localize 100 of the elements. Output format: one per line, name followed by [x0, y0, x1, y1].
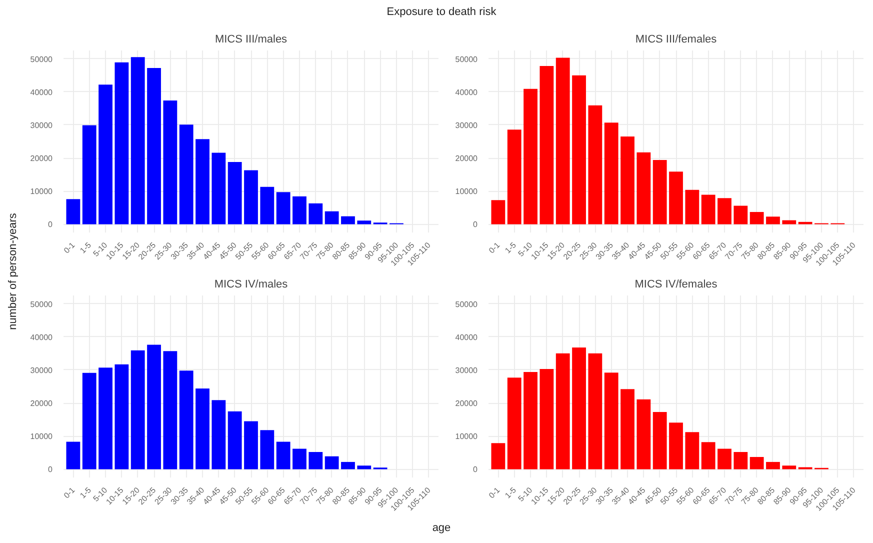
- bar: [734, 206, 748, 224]
- bar: [636, 399, 651, 470]
- bar: [244, 421, 258, 470]
- bar: [130, 350, 145, 470]
- bar: [66, 199, 80, 224]
- bar: [620, 136, 634, 224]
- bar: [491, 200, 506, 224]
- bar: [163, 351, 178, 470]
- bar: [308, 452, 323, 470]
- bar: [572, 347, 586, 470]
- bar: [114, 364, 129, 470]
- x-tick-label: 0-1: [62, 485, 78, 500]
- bar: [507, 378, 522, 470]
- y-tick-label: 30000: [455, 120, 478, 130]
- bar: [620, 389, 634, 470]
- y-tick-label: 50000: [30, 300, 54, 309]
- bar: [82, 125, 96, 224]
- bar: [652, 412, 667, 470]
- text: age: [432, 521, 451, 536]
- bar: [179, 124, 194, 224]
- y-tick-label: 50000: [30, 54, 54, 64]
- y-tick-label: 10000: [455, 432, 478, 442]
- bar: [701, 442, 716, 470]
- bar: [588, 353, 602, 470]
- bar: [604, 122, 618, 224]
- bar: [292, 196, 306, 224]
- bar: [228, 411, 242, 470]
- bar: [212, 152, 226, 224]
- y-tick-label: 40000: [455, 332, 478, 342]
- bar: [604, 372, 618, 470]
- bar: [669, 172, 683, 224]
- y-tick-label: 0: [473, 220, 478, 230]
- y-tick-label: 40000: [30, 332, 54, 342]
- bar: [734, 452, 748, 470]
- bar: [341, 462, 355, 470]
- bar: [572, 75, 586, 224]
- text: number of person-years: [7, 212, 20, 330]
- bar: [750, 212, 764, 224]
- bar: [244, 170, 258, 224]
- bar: [588, 105, 602, 224]
- bar: [556, 353, 570, 470]
- bar: [685, 190, 700, 224]
- bar: [636, 152, 651, 224]
- bar: [114, 62, 129, 224]
- y-tick-label: 40000: [455, 88, 478, 97]
- y-tick-label: 30000: [455, 366, 478, 375]
- x-tick-label: 0-1: [487, 485, 502, 500]
- bar: [652, 160, 667, 224]
- y-tick-label: 20000: [455, 154, 478, 164]
- y-tick-label: 10000: [30, 432, 54, 442]
- bar: [341, 216, 355, 224]
- bar: [260, 186, 274, 224]
- bar: [718, 448, 732, 470]
- bar: [98, 368, 112, 470]
- chart-title: MICS IV/males: [214, 278, 288, 290]
- bar: [212, 400, 226, 470]
- y-tick-label: 10000: [30, 187, 54, 196]
- bar: [324, 211, 339, 224]
- bar: [276, 192, 290, 224]
- y-tick-label: 20000: [30, 399, 54, 408]
- bar: [669, 422, 683, 470]
- chart-title: MICS IV/females: [634, 278, 718, 290]
- x-tick-label: 1-5: [78, 240, 94, 256]
- y-tick-label: 50000: [455, 300, 478, 309]
- bar: [524, 88, 538, 224]
- chart-title: MICS III/males: [214, 34, 288, 46]
- bar: [491, 443, 506, 470]
- bar: [507, 130, 522, 224]
- bar: [82, 372, 96, 470]
- bar: [357, 220, 372, 224]
- bar: [66, 442, 80, 470]
- bar: [540, 66, 554, 224]
- y-tick-label: 10000: [455, 187, 478, 196]
- bar: [196, 388, 210, 470]
- bar: [540, 368, 554, 470]
- bar: [196, 139, 210, 224]
- bar: [718, 198, 732, 224]
- bar: [556, 58, 570, 224]
- y-tick-label: 40000: [30, 88, 54, 97]
- bar: [276, 442, 290, 470]
- bar: [308, 203, 323, 224]
- bar: [701, 194, 716, 224]
- bar: [685, 432, 700, 470]
- chart-title: MICS III/females: [635, 34, 718, 46]
- bar: [292, 448, 306, 470]
- y-tick-label: 20000: [455, 399, 478, 408]
- bar: [766, 462, 780, 470]
- bar: [260, 430, 274, 470]
- bar: [179, 370, 194, 470]
- bar: [130, 57, 145, 224]
- x-tick-label: 1-5: [503, 240, 518, 256]
- bar: [324, 456, 339, 470]
- text: Exposure to death risk: [386, 5, 496, 20]
- bar: [147, 68, 161, 224]
- y-tick-label: 0: [48, 465, 54, 474]
- y-tick-label: 0: [48, 220, 54, 230]
- bar: [766, 216, 780, 224]
- y-tick-label: 20000: [30, 154, 54, 164]
- y-tick-label: 50000: [455, 54, 478, 64]
- y-tick-label: 0: [473, 465, 478, 474]
